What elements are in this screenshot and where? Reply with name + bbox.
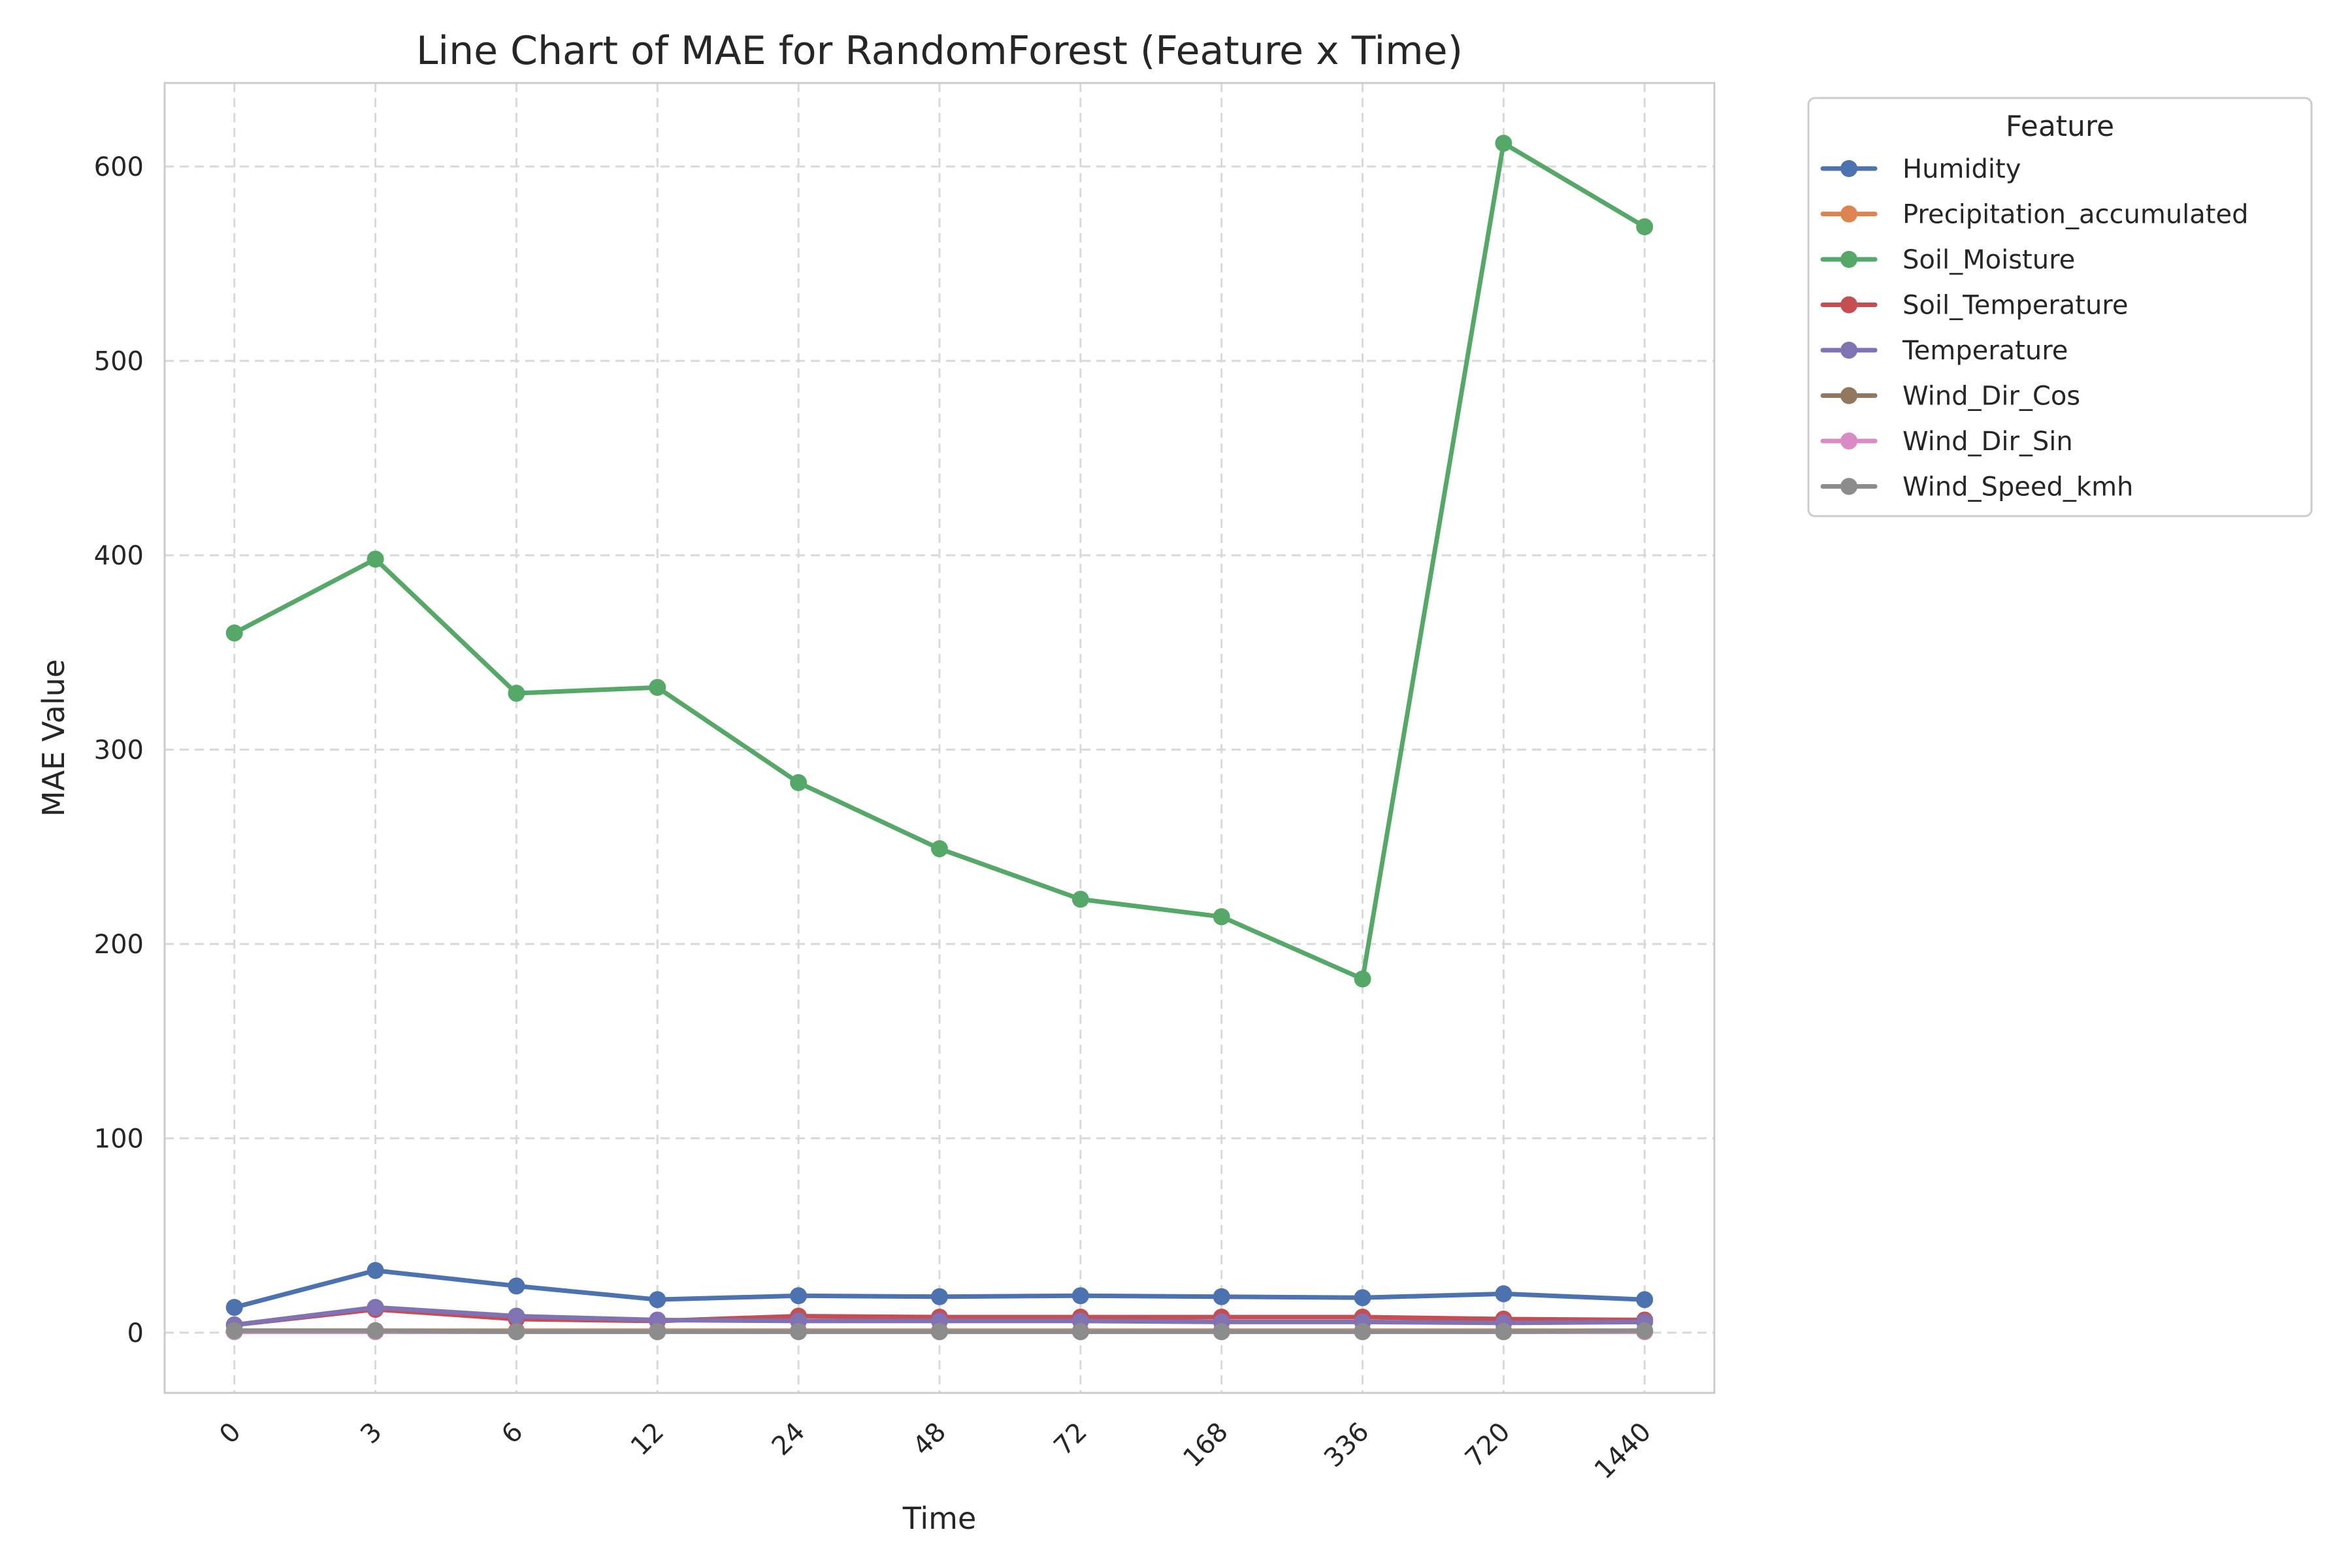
- data-point: [1213, 908, 1230, 926]
- data-point: [225, 624, 243, 642]
- plot-area-frame: [163, 82, 1716, 1394]
- legend-item: Precipitation_accumulated: [1820, 200, 2249, 230]
- legend-label: Wind_Dir_Cos: [1903, 382, 2080, 412]
- legend-swatch-marker: [1840, 205, 1857, 223]
- legend-label: Humidity: [1903, 154, 2021, 184]
- data-point: [508, 1277, 525, 1295]
- data-point: [1354, 1289, 1371, 1307]
- legend-swatch-marker: [1840, 387, 1857, 404]
- y-tick-label: 500: [94, 346, 144, 376]
- y-tick-label: 100: [94, 1124, 144, 1154]
- legend-item: Humidity: [1820, 154, 2021, 184]
- legend-swatch-marker: [1840, 296, 1857, 314]
- legend-swatch-marker: [1840, 342, 1857, 359]
- y-tick-label: 0: [127, 1318, 144, 1348]
- data-point: [1354, 970, 1371, 988]
- series-soil-moisture: [225, 135, 1654, 988]
- legend-item: Wind_Dir_Cos: [1820, 382, 2080, 412]
- data-point: [931, 1323, 948, 1341]
- data-point: [1495, 1285, 1512, 1303]
- data-point: [367, 1322, 384, 1339]
- legend-label: Precipitation_accumulated: [1903, 200, 2249, 230]
- data-point: [649, 679, 666, 696]
- legend-swatch-marker: [1840, 433, 1857, 449]
- data-point: [1213, 1323, 1230, 1341]
- data-point: [508, 1307, 525, 1325]
- data-point: [1071, 1323, 1089, 1341]
- legend-items: Humidity Precipitation_accumulated Soil_Mo…: [1820, 154, 2249, 502]
- legend-item: Wind_Speed_kmh: [1820, 472, 2133, 502]
- y-tick-label: 200: [94, 930, 144, 960]
- legend-title: Feature: [2006, 110, 2114, 143]
- data-point: [931, 1288, 948, 1305]
- data-point: [649, 1291, 666, 1309]
- legend-item: Wind_Dir_Sin: [1820, 427, 2073, 457]
- data-point: [790, 1287, 808, 1305]
- data-point: [1636, 1322, 1654, 1339]
- data-point: [1495, 1323, 1512, 1341]
- data-point: [649, 1323, 666, 1341]
- y-tick-label: 600: [94, 152, 144, 182]
- legend-label: Wind_Speed_kmh: [1903, 472, 2133, 502]
- legend-box: [1807, 97, 2313, 517]
- data-point: [790, 774, 808, 791]
- legend-item: Soil_Temperature: [1820, 291, 2128, 321]
- legend: Feature Humidity Precipitation_accumulate…: [1807, 97, 2313, 517]
- data-point: [508, 685, 525, 702]
- data-point: [1354, 1323, 1371, 1341]
- y-tick-label: 300: [94, 735, 144, 765]
- legend-swatch-marker: [1840, 160, 1857, 177]
- data-point: [649, 1311, 666, 1329]
- legend-label: Wind_Dir_Sin: [1903, 427, 2073, 457]
- series-layer: [225, 135, 1654, 1341]
- y-axis-label: MAE Value: [36, 659, 71, 817]
- y-tick-label: 400: [94, 541, 144, 571]
- legend-label: Soil_Moisture: [1903, 245, 2075, 275]
- data-point: [1495, 135, 1512, 152]
- data-point: [1071, 890, 1089, 908]
- legend-label: Temperature: [1902, 336, 2068, 366]
- data-point: [1636, 1291, 1654, 1309]
- data-point: [367, 550, 384, 568]
- data-point: [931, 840, 948, 858]
- data-point: [790, 1323, 808, 1341]
- data-point: [225, 1322, 243, 1339]
- data-point: [367, 1299, 384, 1316]
- chart-title: Line Chart of MAE for RandomForest (Feat…: [416, 28, 1463, 74]
- data-point: [367, 1262, 384, 1279]
- x-axis-label: Time: [902, 1501, 977, 1536]
- data-point: [1636, 218, 1654, 236]
- data-point: [1071, 1287, 1089, 1305]
- data-point: [508, 1323, 525, 1341]
- series-humidity: [225, 1262, 1654, 1316]
- legend-item: Temperature: [1820, 336, 2068, 366]
- grid-lines: [165, 83, 1714, 1393]
- legend-swatch-marker: [1840, 251, 1857, 268]
- legend-swatch-marker: [1840, 478, 1857, 495]
- series-wind-speed-kmh: [225, 1322, 1654, 1341]
- data-point: [225, 1299, 243, 1316]
- legend-label: Soil_Temperature: [1903, 291, 2128, 321]
- data-point: [1213, 1288, 1230, 1305]
- legend-item: Soil_Moisture: [1820, 245, 2075, 275]
